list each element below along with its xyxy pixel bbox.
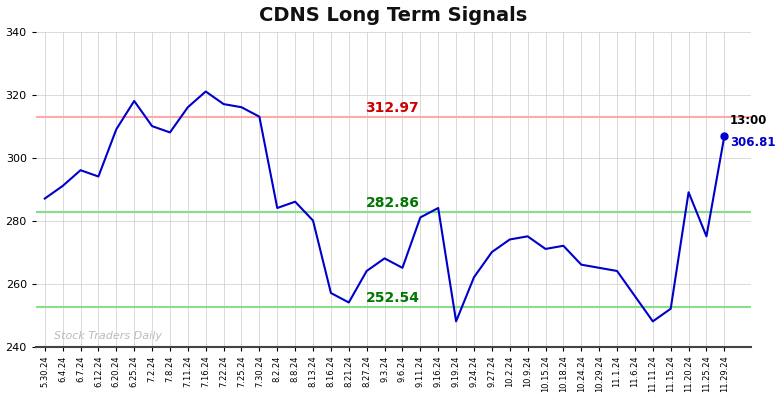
Text: 306.81: 306.81 (730, 136, 775, 148)
Text: Stock Traders Daily: Stock Traders Daily (54, 331, 162, 341)
Text: 282.86: 282.86 (365, 196, 419, 210)
Text: 13:00: 13:00 (730, 113, 767, 127)
Text: 252.54: 252.54 (365, 291, 419, 305)
Text: 312.97: 312.97 (365, 101, 419, 115)
Title: CDNS Long Term Signals: CDNS Long Term Signals (260, 6, 528, 25)
